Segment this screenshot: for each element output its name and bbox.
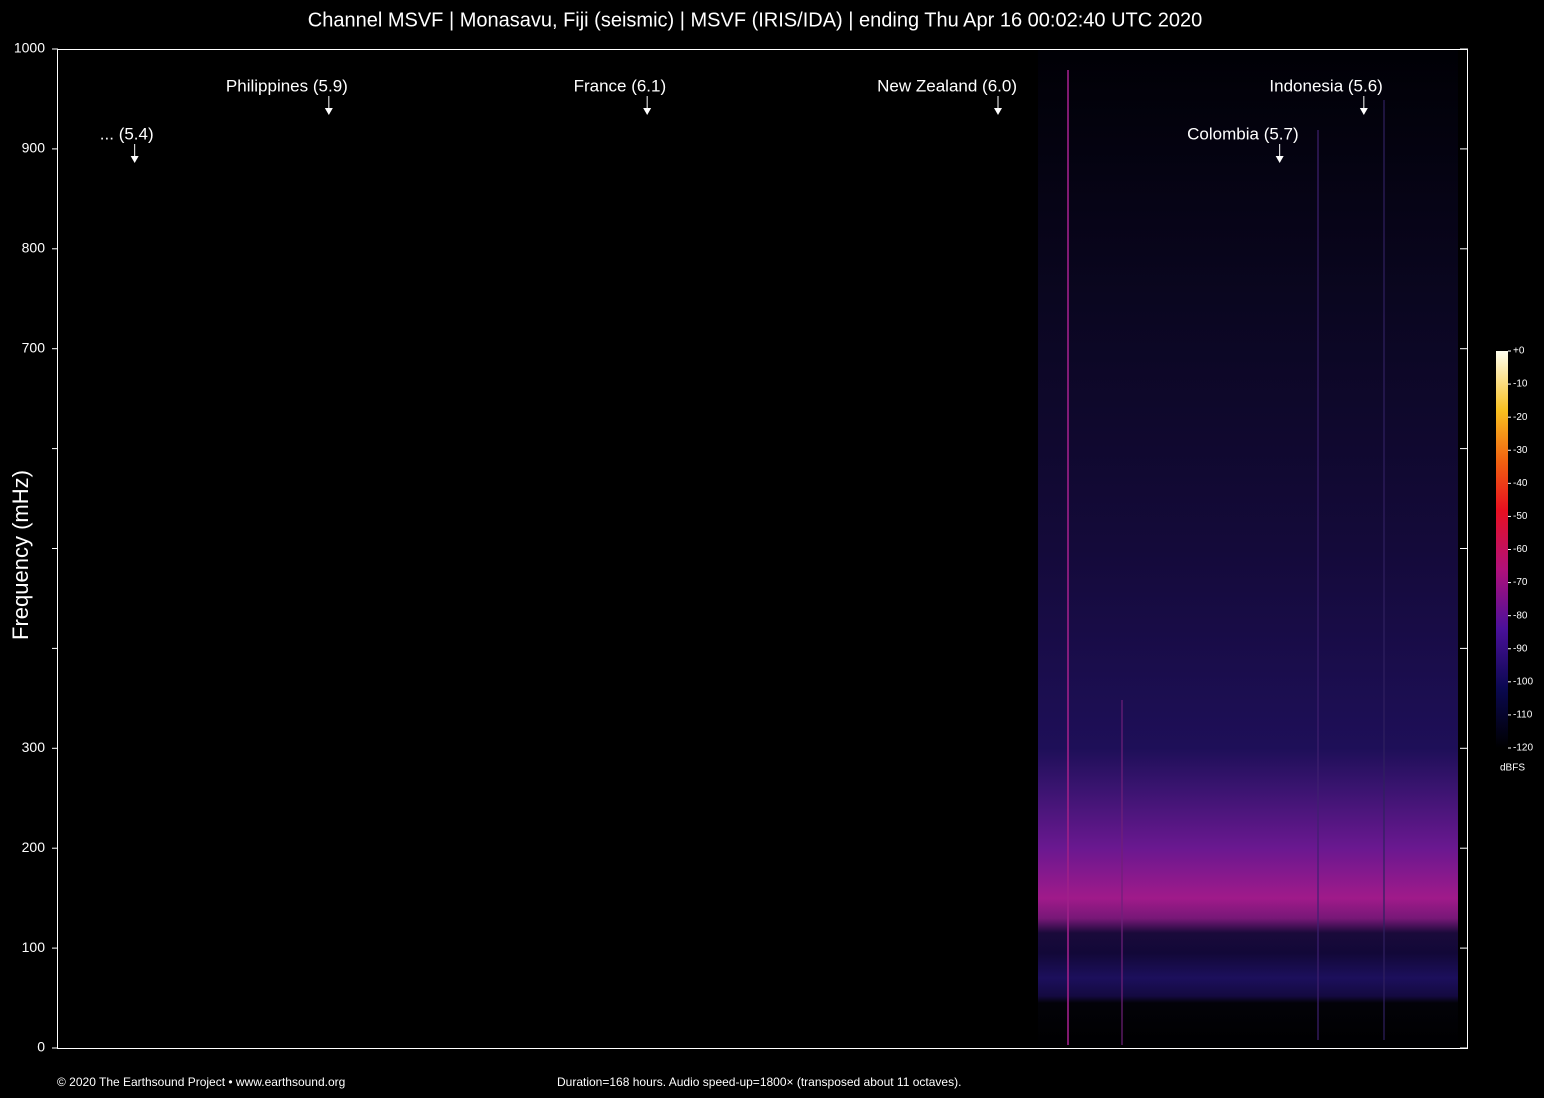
event-arrow-head <box>1275 156 1284 163</box>
colorbar-tick-label: -30 <box>1513 445 1528 456</box>
colorbar <box>1496 351 1508 748</box>
y-axis-label: Frequency (mHz) <box>8 470 33 640</box>
y-tick-label: 200 <box>22 839 46 855</box>
colorbar-tick-label: -110 <box>1513 710 1533 721</box>
footer-center: Duration=168 hours. Audio speed-up=1800×… <box>557 1075 961 1089</box>
event-arrow-head <box>324 108 333 115</box>
event-arrow-head <box>643 108 652 115</box>
y-tick-label: 800 <box>22 240 46 256</box>
colorbar-tick-label: -50 <box>1513 511 1528 522</box>
y-tick-label: 700 <box>22 339 46 355</box>
colorbar-tick-label: -80 <box>1513 610 1528 621</box>
event-label: France (6.1) <box>574 76 667 95</box>
event-arrow-head <box>994 108 1002 115</box>
colorbar-tick-label: -40 <box>1513 478 1528 489</box>
event-label: Colombia (5.7) <box>1187 124 1299 143</box>
event-arrow-head <box>1359 108 1368 115</box>
event-arrow-head <box>130 156 139 163</box>
y-tick-label: 300 <box>22 739 46 755</box>
colorbar-tick-label: -10 <box>1513 379 1528 390</box>
colorbar-tick-label: -70 <box>1513 577 1528 588</box>
colorbar-tick-label: -90 <box>1513 643 1528 654</box>
chart-title: Channel MSVF | Monasavu, Fiji (seismic) … <box>308 9 1202 31</box>
colorbar-tick-label: -60 <box>1513 544 1528 555</box>
footer-left: © 2020 The Earthsound Project • www.eart… <box>57 1075 345 1089</box>
colorbar-tick-label: -100 <box>1513 676 1533 687</box>
y-tick-label: 0 <box>37 1039 45 1055</box>
event-label: Indonesia (5.6) <box>1269 76 1382 95</box>
colorbar-tick-label: -120 <box>1513 743 1533 754</box>
y-tick-label: 1000 <box>14 40 45 56</box>
event-label: Philippines (5.9) <box>226 76 348 95</box>
y-tick-label: 100 <box>22 939 46 955</box>
colorbar-label: dBFS <box>1500 763 1525 774</box>
event-label: New Zealand (6.0) <box>877 76 1017 95</box>
y-tick-label: 900 <box>22 140 46 156</box>
event-label: ... (5.4) <box>100 124 154 143</box>
spectrogram <box>1038 49 1458 1048</box>
colorbar-tick-label: +0 <box>1513 346 1525 357</box>
colorbar-tick-label: -20 <box>1513 412 1528 423</box>
